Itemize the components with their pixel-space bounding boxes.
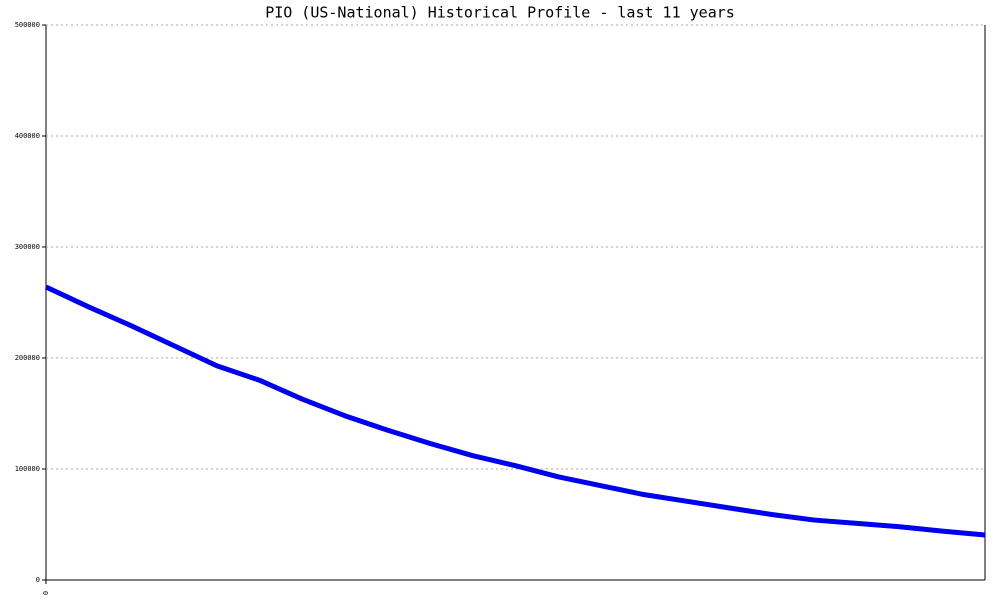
y-tick-label: 300000 — [15, 243, 40, 251]
data-line — [44, 284, 986, 538]
y-tick-label: 0 — [36, 576, 40, 584]
chart-title: PIO (US-National) Historical Profile - l… — [265, 4, 735, 22]
y-tick-label: 200000 — [15, 354, 40, 362]
y-tick-label: 100000 — [15, 465, 40, 473]
y-tick-label: 500000 — [15, 21, 40, 29]
x-tick-label: 0 — [42, 591, 50, 595]
y-tick-label: 400000 — [15, 132, 40, 140]
